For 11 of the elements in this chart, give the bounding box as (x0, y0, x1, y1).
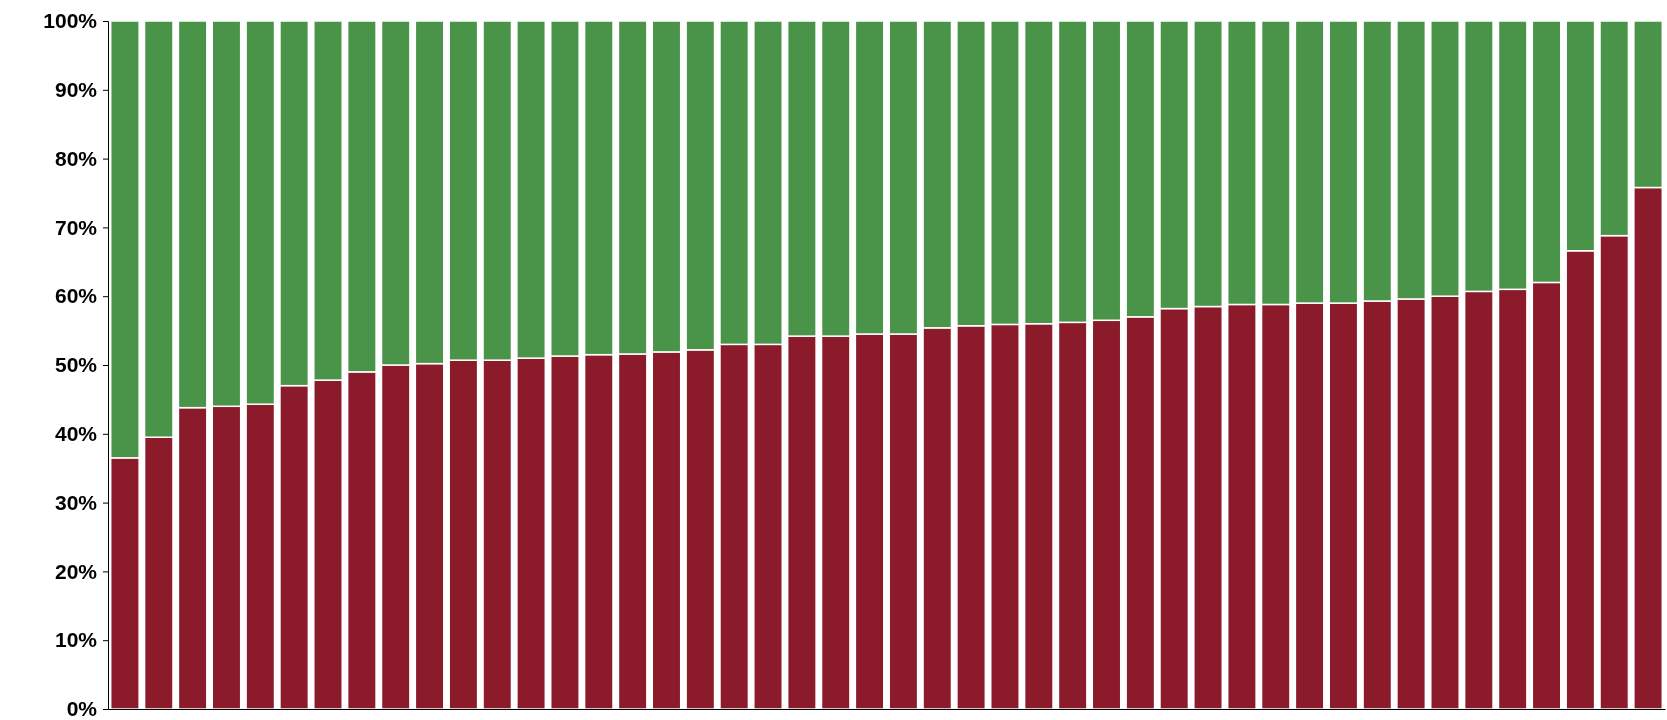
y-tick-label: 70% (54, 215, 98, 239)
y-tick-label: 0% (66, 697, 98, 720)
y-tick-label: 30% (54, 490, 98, 514)
y-tick-label: 40% (54, 422, 98, 446)
y-tick-label: 10% (54, 628, 98, 652)
y-tick-label: 90% (54, 78, 98, 102)
y-tick-label: 50% (54, 353, 98, 377)
y-tick-label: 80% (54, 146, 98, 170)
y-tick-label: 20% (54, 559, 98, 583)
y-tick-label: 100% (43, 9, 98, 33)
y-tick-label: 60% (54, 284, 98, 308)
